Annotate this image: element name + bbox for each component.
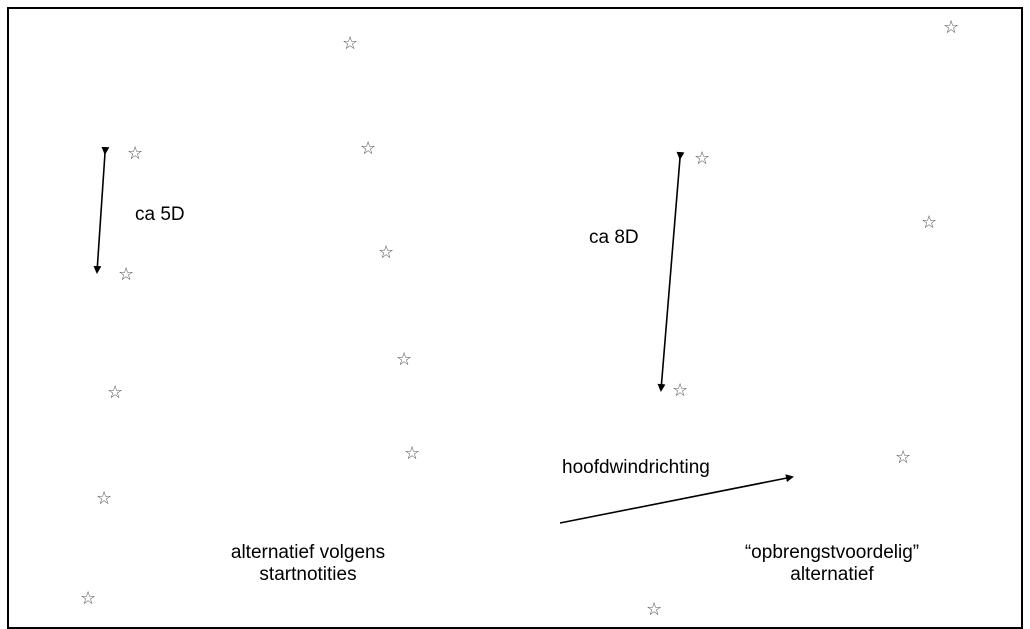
turbine-star-icon: ☆ [694,148,711,169]
turbine-star-icon: ☆ [646,599,663,620]
wind-direction-arrow [559,474,794,524]
turbine-star-icon: ☆ [107,382,124,403]
spacing-8d-arrow [657,151,685,392]
right-alternative-caption: “opbrengstvoordelig” alternatief [712,542,952,586]
left-alternative-line2: startnotities [259,564,357,585]
diagram-frame [7,7,1023,629]
turbine-star-icon: ☆ [396,349,413,370]
turbine-star-icon: ☆ [127,143,144,164]
right-alternative-line1: “opbrengstvoordelig” [744,542,920,563]
turbine-star-icon: ☆ [404,443,421,464]
turbine-star-icon: ☆ [378,242,395,263]
right-alternative-line2: alternatief [790,564,874,585]
spacing-5d-arrow [93,146,110,274]
wind-direction-label: hoofdwindrichting [562,457,710,478]
turbine-star-icon: ☆ [360,138,377,159]
turbine-star-icon: ☆ [80,588,97,609]
left-alternative-caption: alternatief volgens startnotities [208,542,408,586]
turbine-star-icon: ☆ [342,33,359,54]
turbine-star-icon: ☆ [96,488,113,509]
turbine-star-icon: ☆ [895,447,912,468]
spacing-5d-label: ca 5D [135,204,185,225]
turbine-star-icon: ☆ [943,17,960,38]
turbine-star-icon: ☆ [118,264,135,285]
turbine-star-icon: ☆ [672,380,689,401]
turbine-star-icon: ☆ [921,212,938,233]
left-alternative-line1: alternatief volgens [230,542,386,563]
spacing-8d-label: ca 8D [589,227,639,248]
